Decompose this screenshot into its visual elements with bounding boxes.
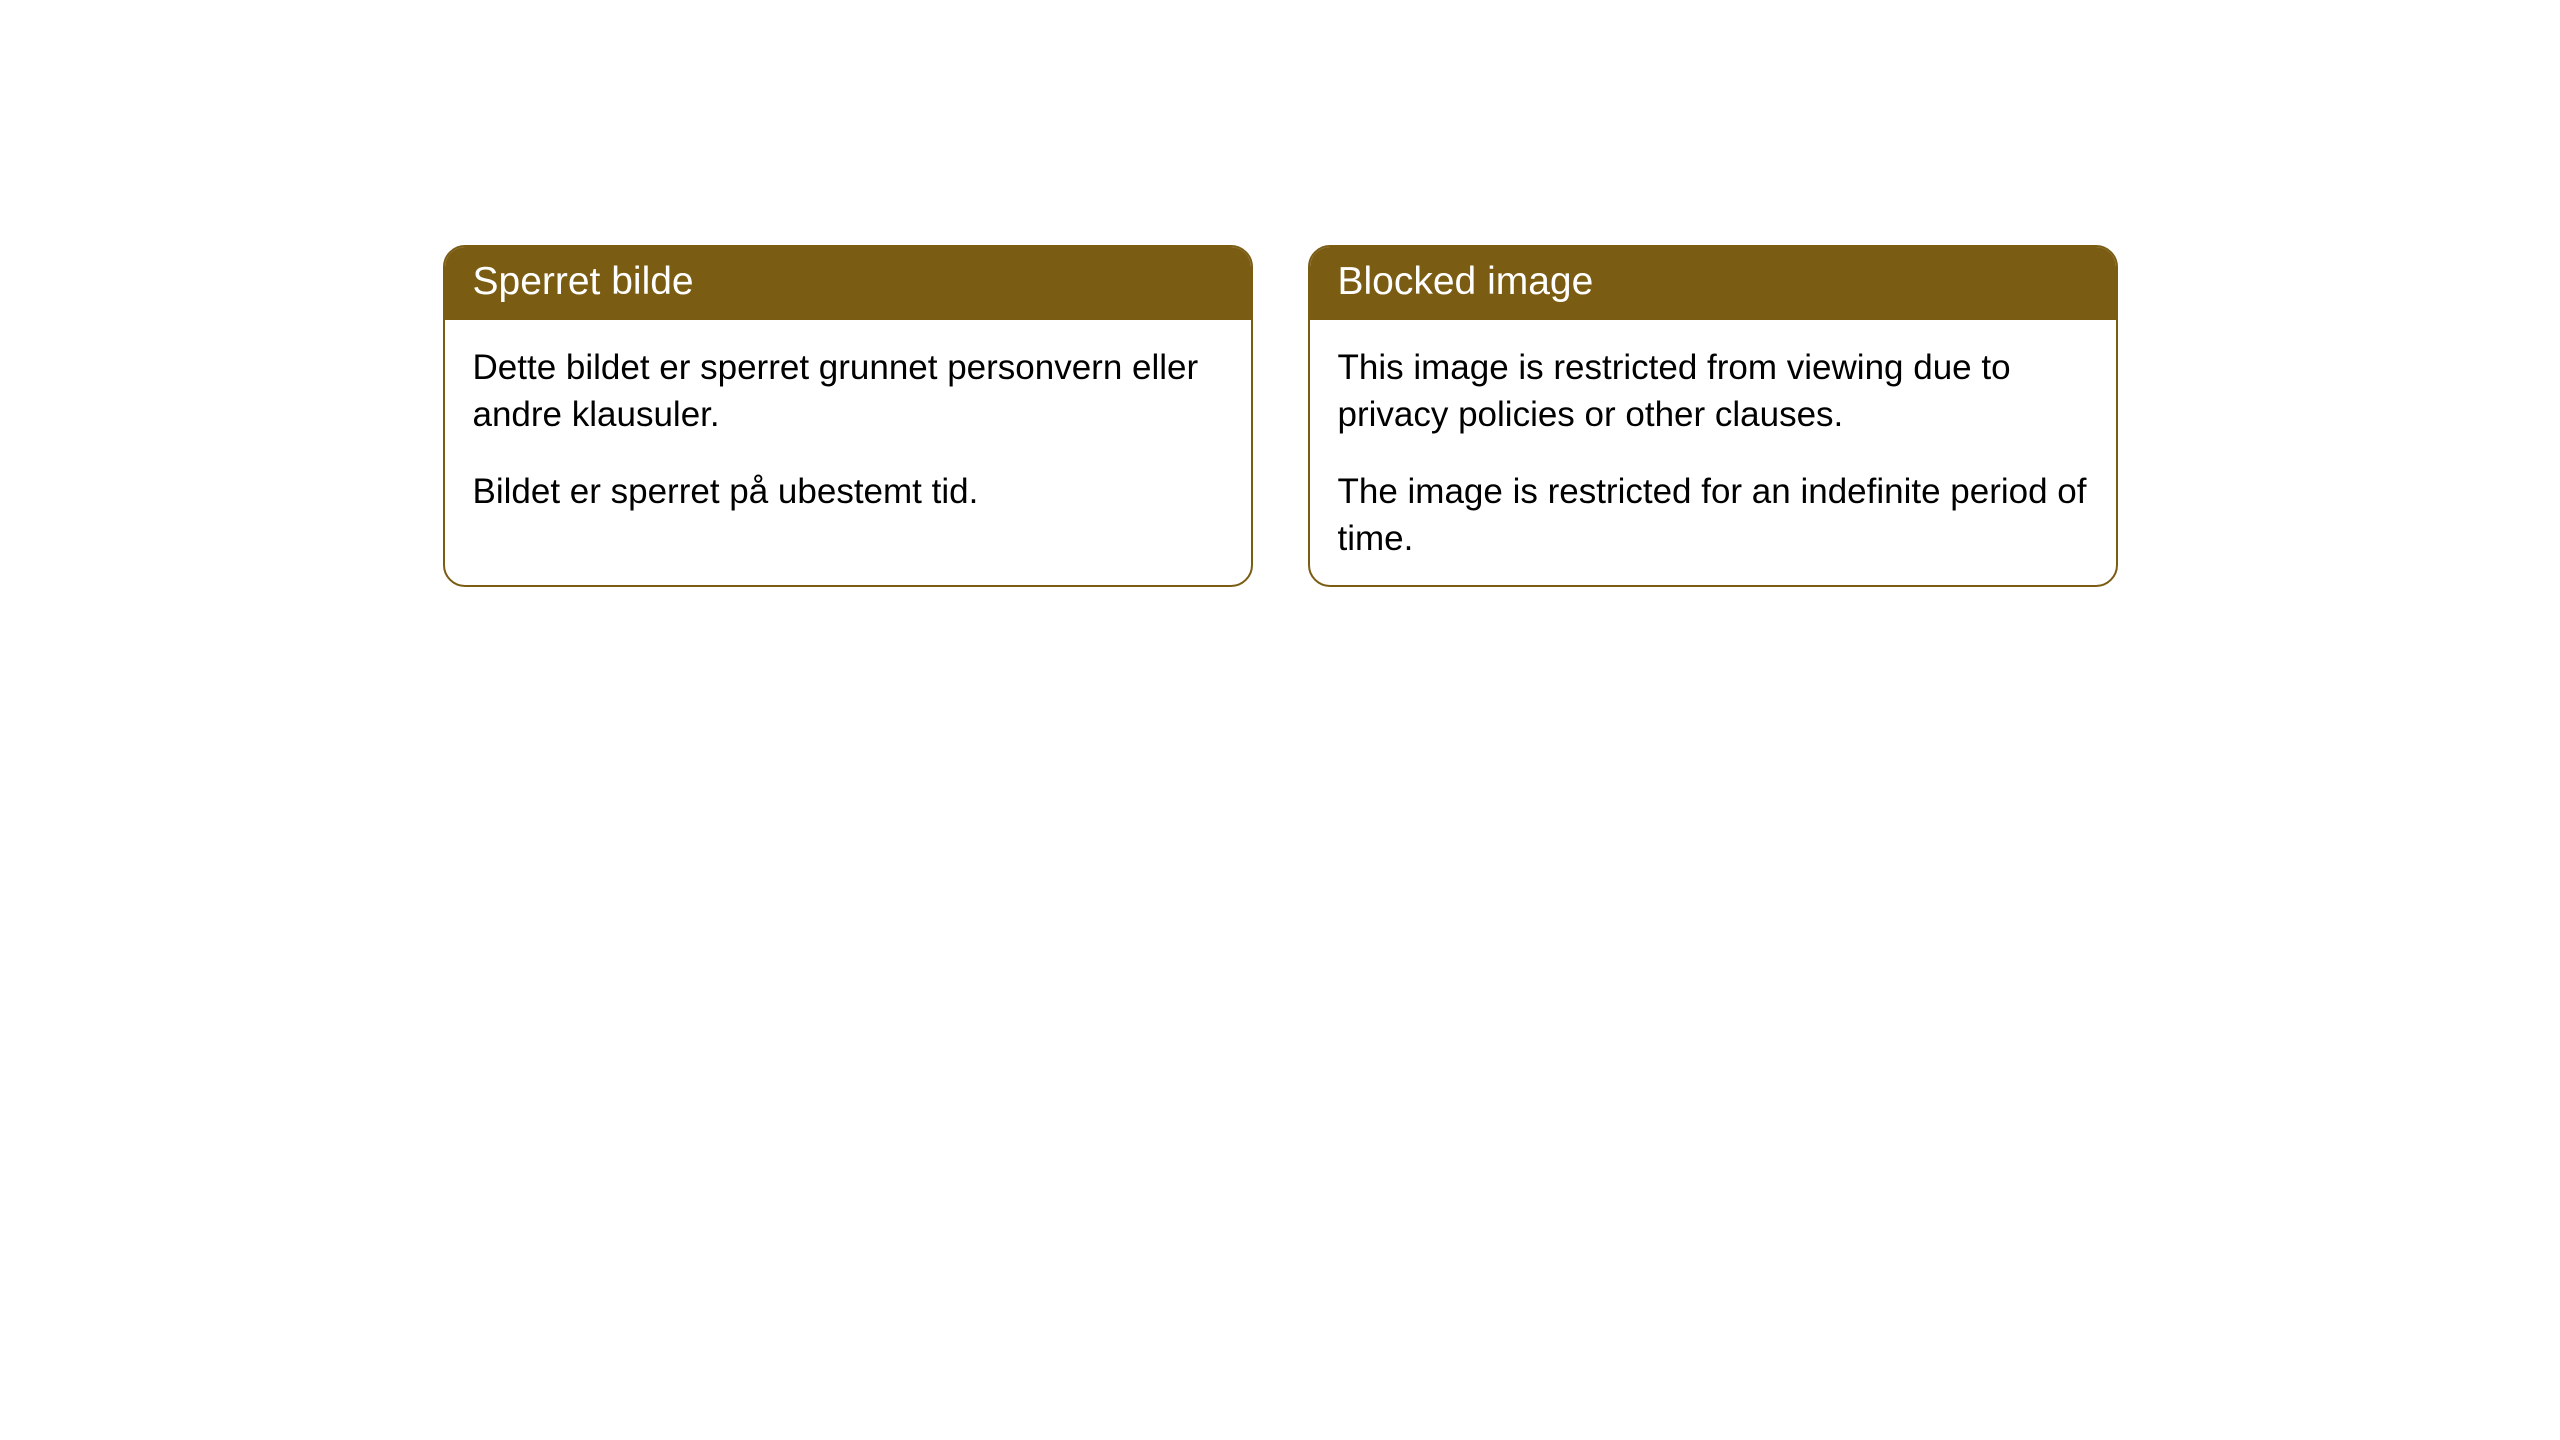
card-paragraph: This image is restricted from viewing du… — [1338, 344, 2088, 439]
card-body-norwegian: Dette bildet er sperret grunnet personve… — [445, 320, 1251, 540]
card-title: Sperret bilde — [473, 260, 694, 303]
notice-card-english: Blocked image This image is restricted f… — [1308, 245, 2118, 587]
card-paragraph: Dette bildet er sperret grunnet personve… — [473, 344, 1223, 439]
notice-card-norwegian: Sperret bilde Dette bildet er sperret gr… — [443, 245, 1253, 587]
notice-cards-container: Sperret bilde Dette bildet er sperret gr… — [443, 245, 2118, 1440]
card-paragraph: The image is restricted for an indefinit… — [1338, 468, 2088, 563]
card-header-norwegian: Sperret bilde — [445, 247, 1251, 320]
card-title: Blocked image — [1338, 260, 1594, 303]
card-body-english: This image is restricted from viewing du… — [1310, 320, 2116, 587]
card-paragraph: Bildet er sperret på ubestemt tid. — [473, 468, 1223, 515]
card-header-english: Blocked image — [1310, 247, 2116, 320]
